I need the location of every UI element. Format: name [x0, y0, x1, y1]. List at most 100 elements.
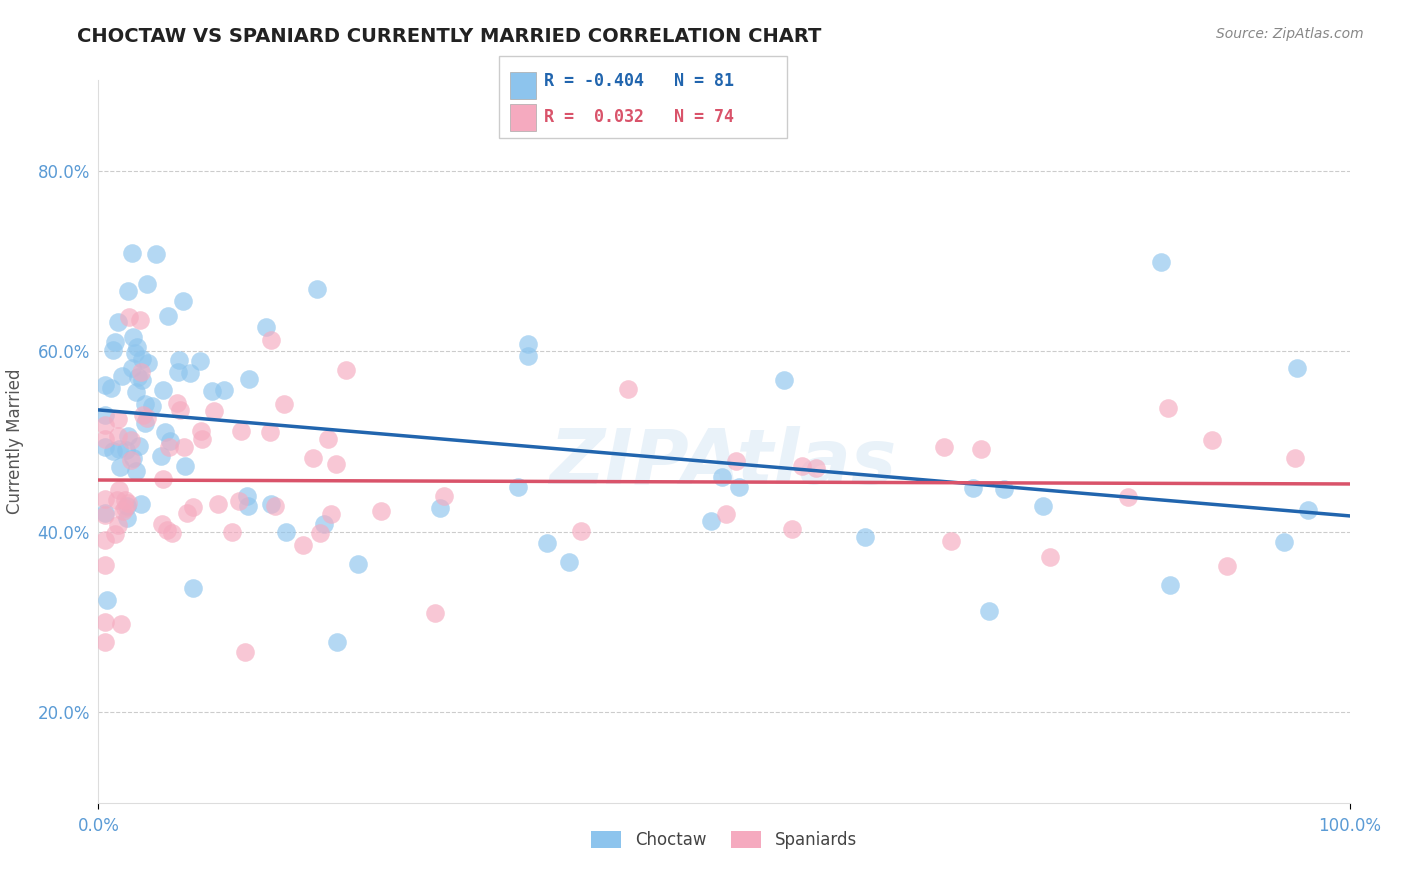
- Point: [301, 450, 323, 465]
- Text: R = -0.404   N = 81: R = -0.404 N = 81: [544, 72, 734, 90]
- Point: [1296, 502, 1319, 516]
- Point: [423, 606, 446, 620]
- Point: [122, 450, 145, 465]
- Point: [790, 458, 813, 473]
- Point: [111, 369, 134, 384]
- Point: [104, 334, 127, 349]
- Point: [1039, 550, 1062, 565]
- Point: [93, 558, 115, 573]
- Point: [1157, 401, 1180, 415]
- Point: [228, 493, 250, 508]
- Point: [325, 457, 347, 471]
- Point: [107, 483, 129, 498]
- Point: [932, 440, 955, 454]
- Point: [96, 593, 118, 607]
- Point: [569, 524, 592, 539]
- Point: [131, 352, 153, 367]
- Point: [305, 282, 328, 296]
- Point: [118, 310, 141, 324]
- Point: [121, 361, 143, 376]
- Point: [111, 504, 134, 518]
- Text: R =  0.032   N = 74: R = 0.032 N = 74: [544, 108, 734, 126]
- Point: [129, 497, 152, 511]
- Point: [191, 432, 214, 446]
- Point: [714, 507, 737, 521]
- Point: [136, 411, 159, 425]
- Point: [174, 458, 197, 473]
- Point: [107, 442, 129, 456]
- Point: [93, 408, 115, 422]
- Point: [260, 333, 283, 347]
- Point: [107, 517, 129, 532]
- Point: [121, 330, 143, 344]
- Point: [176, 507, 198, 521]
- Point: [93, 491, 115, 506]
- Point: [181, 500, 204, 515]
- Point: [152, 384, 174, 398]
- Point: [124, 346, 146, 360]
- Point: [159, 434, 181, 448]
- Point: [1216, 559, 1239, 574]
- Point: [1285, 361, 1308, 376]
- Point: [773, 373, 796, 387]
- Text: ZIPAtlas: ZIPAtlas: [550, 426, 898, 500]
- Point: [167, 353, 190, 368]
- Point: [135, 277, 157, 292]
- Point: [962, 481, 984, 495]
- Point: [125, 339, 148, 353]
- Point: [93, 432, 115, 446]
- Point: [156, 310, 179, 324]
- Point: [429, 501, 451, 516]
- Point: [150, 449, 173, 463]
- Point: [103, 444, 125, 458]
- Point: [93, 615, 115, 629]
- Point: [156, 523, 179, 537]
- Point: [167, 365, 190, 379]
- Point: [254, 320, 277, 334]
- Point: [855, 530, 877, 544]
- Point: [274, 524, 297, 539]
- Point: [131, 373, 153, 387]
- Point: [150, 517, 173, 532]
- Point: [335, 363, 357, 377]
- Point: [212, 383, 235, 397]
- Point: [152, 472, 174, 486]
- Point: [1032, 500, 1054, 514]
- Point: [160, 526, 183, 541]
- Point: [1274, 534, 1296, 549]
- Point: [433, 489, 456, 503]
- Point: [517, 337, 540, 351]
- Point: [326, 634, 349, 648]
- Point: [780, 522, 803, 536]
- Point: [145, 246, 167, 260]
- Point: [346, 558, 368, 572]
- Point: [125, 384, 148, 399]
- Point: [120, 453, 142, 467]
- Point: [1150, 255, 1173, 269]
- Point: [104, 526, 127, 541]
- Point: [134, 396, 156, 410]
- Point: [105, 492, 128, 507]
- Point: [93, 506, 115, 520]
- Point: [181, 582, 204, 596]
- Point: [93, 635, 115, 649]
- Point: [121, 245, 143, 260]
- Point: [120, 433, 142, 447]
- Point: [238, 499, 260, 513]
- Point: [508, 480, 530, 494]
- Point: [93, 418, 115, 433]
- Point: [292, 538, 315, 552]
- Point: [108, 459, 131, 474]
- Point: [93, 440, 115, 454]
- Point: [260, 497, 283, 511]
- Point: [128, 439, 150, 453]
- Point: [517, 349, 540, 363]
- Point: [107, 412, 129, 426]
- Point: [1116, 490, 1139, 504]
- Point: [221, 525, 243, 540]
- Point: [235, 489, 257, 503]
- Point: [136, 356, 159, 370]
- Text: Source: ZipAtlas.com: Source: ZipAtlas.com: [1216, 27, 1364, 41]
- Point: [201, 384, 224, 398]
- Point: [207, 497, 229, 511]
